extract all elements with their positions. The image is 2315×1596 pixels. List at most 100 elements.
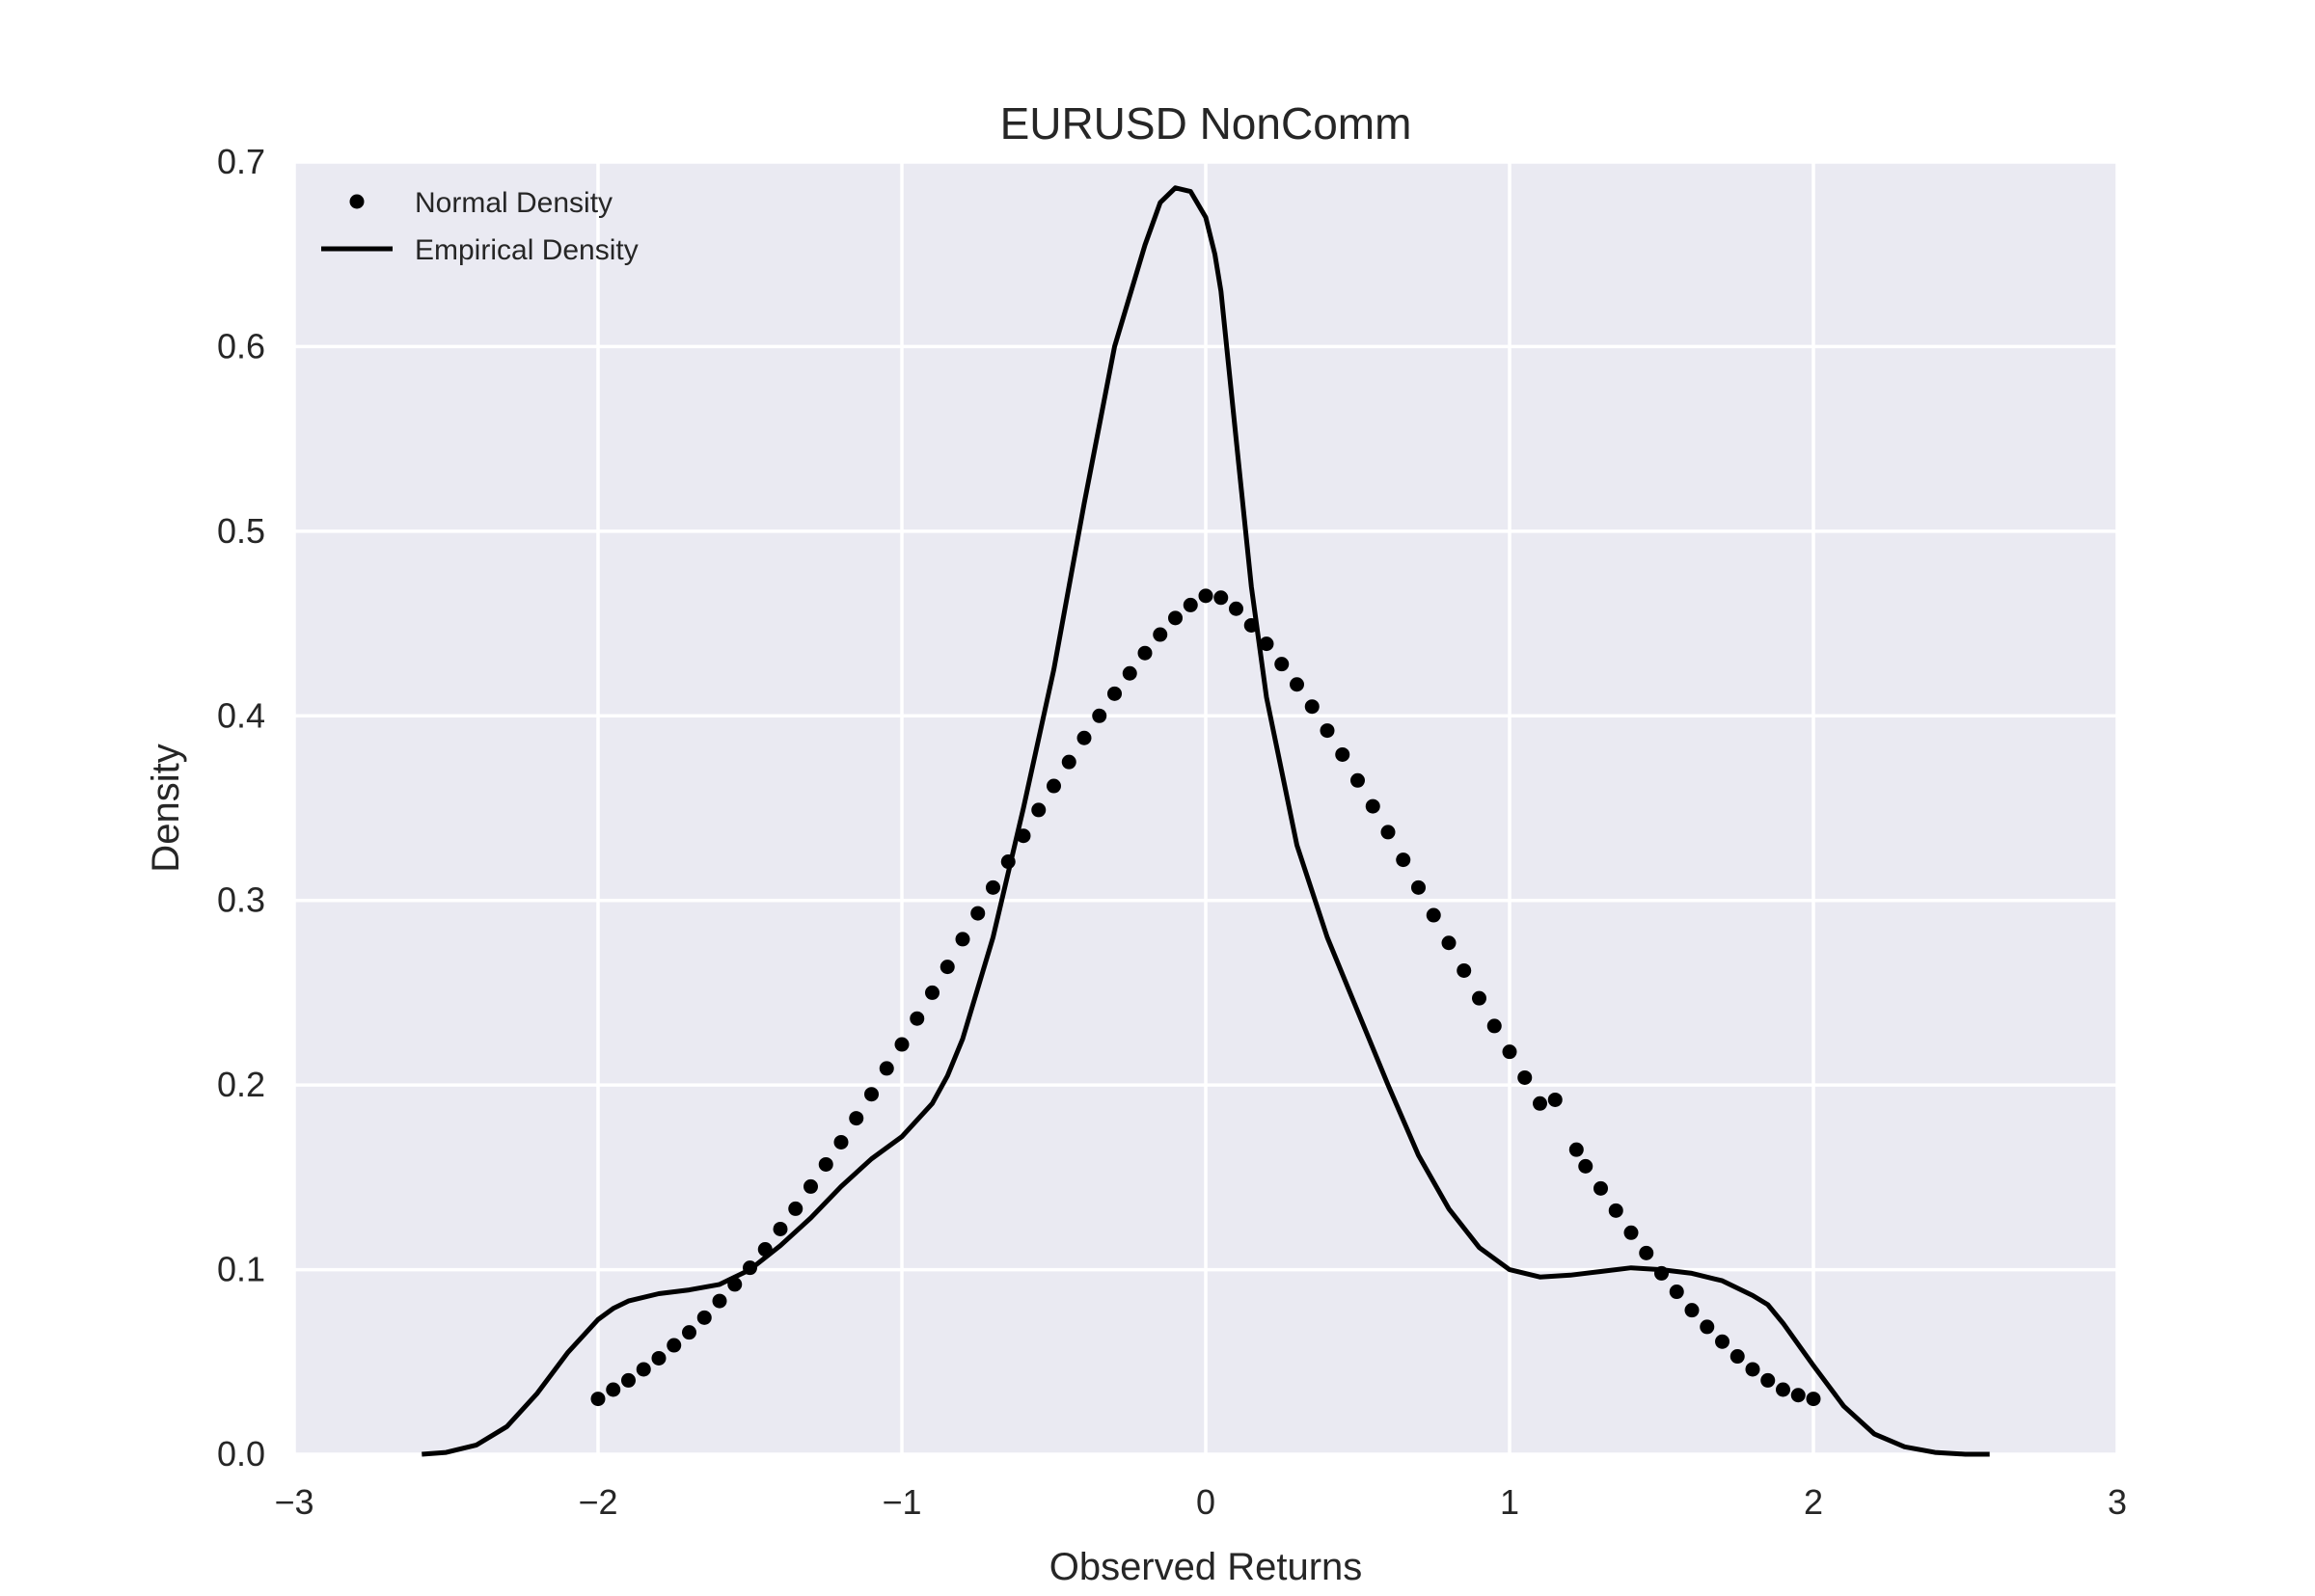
- normal-density-point: [1047, 778, 1061, 794]
- legend: Normal Density Empirical Density: [321, 187, 639, 266]
- normal-density-point: [696, 1310, 712, 1325]
- y-tick-label: 0.7: [217, 142, 265, 181]
- normal-density-point: [682, 1325, 696, 1340]
- normal-density-point: [1684, 1303, 1700, 1318]
- y-tick-label: 0.0: [217, 1434, 265, 1474]
- normal-density-point: [1137, 645, 1153, 661]
- normal-density-point: [1183, 597, 1198, 612]
- legend-label-normal-density: Normal Density: [415, 187, 613, 219]
- series-line-empirical-density: [422, 185, 1990, 1457]
- normal-density-point: [636, 1362, 651, 1377]
- normal-density-point: [1760, 1372, 1776, 1388]
- normal-density-point: [667, 1338, 682, 1353]
- normal-density-point: [894, 1037, 910, 1052]
- x-axis-label: Observed Returns: [1049, 1546, 1363, 1588]
- normal-density-point: [1578, 1158, 1593, 1174]
- x-tick-label: 0: [1196, 1482, 1215, 1522]
- normal-density-point: [1092, 708, 1107, 723]
- normal-density-point: [1457, 962, 1472, 978]
- y-tick-label: 0.4: [217, 695, 265, 735]
- normal-density-point: [1168, 610, 1183, 626]
- chart-title: EURUSD NonComm: [1000, 98, 1412, 149]
- normal-density-point: [1213, 590, 1229, 606]
- normal-density-point: [590, 1392, 606, 1407]
- normal-density-point: [1107, 686, 1122, 701]
- normal-density-point: [1243, 617, 1259, 633]
- normal-density-point: [1654, 1265, 1669, 1281]
- normal-density-point: [1396, 852, 1411, 868]
- normal-density-point: [773, 1221, 788, 1236]
- normal-density-point: [1304, 699, 1320, 715]
- normal-density-point: [651, 1350, 667, 1366]
- normal-density-point: [1365, 798, 1380, 814]
- normal-density-point: [606, 1382, 621, 1397]
- normal-density-point: [1411, 879, 1426, 895]
- tick-labels: −3 −2 −1 0 1 2 3 0.0 0.1 0.2 0.3 0.4 0.5 0.6 0.7: [217, 142, 2127, 1522]
- y-tick-label: 0.2: [217, 1065, 265, 1104]
- normal-density-point: [970, 906, 986, 921]
- normal-density-point: [1031, 802, 1047, 818]
- normal-density-point: [1350, 772, 1365, 788]
- normal-density-point: [1274, 657, 1290, 672]
- normal-density-point: [1715, 1334, 1729, 1349]
- normal-density-point: [1122, 665, 1137, 681]
- normal-density-point: [1229, 601, 1243, 616]
- y-tick-label: 0.6: [217, 326, 265, 365]
- normal-density-point: [1745, 1362, 1760, 1377]
- normal-density-point: [1335, 746, 1350, 762]
- normal-density-point: [1608, 1203, 1623, 1218]
- x-tick-label: 3: [2108, 1482, 2127, 1522]
- normal-density-point: [757, 1242, 773, 1258]
- y-tick-label: 0.3: [217, 880, 265, 920]
- normal-density-point: [1486, 1018, 1502, 1034]
- normal-density-point: [1593, 1180, 1608, 1196]
- normal-density-point: [986, 879, 1000, 895]
- normal-density-point: [879, 1061, 894, 1076]
- normal-density-point: [1198, 588, 1213, 604]
- normal-density-point: [1568, 1142, 1584, 1157]
- legend-label-empirical-density: Empirical Density: [415, 234, 639, 266]
- normal-density-point: [925, 985, 940, 1000]
- normal-density-point: [849, 1111, 864, 1126]
- normal-density-point: [1441, 935, 1457, 951]
- normal-density-point: [788, 1201, 803, 1216]
- normal-density-point: [1290, 677, 1304, 692]
- normal-density-point: [1669, 1285, 1684, 1300]
- y-tick-label: 0.5: [217, 511, 265, 551]
- normal-density-point: [1517, 1069, 1533, 1085]
- x-tick-label: 2: [1804, 1482, 1823, 1522]
- x-tick-label: −2: [578, 1482, 617, 1522]
- y-axis-label: Density: [145, 744, 187, 872]
- normal-density-point: [955, 932, 970, 947]
- normal-density-point: [1259, 636, 1274, 652]
- y-tick-label: 0.1: [217, 1250, 265, 1289]
- x-tick-label: −3: [274, 1482, 313, 1522]
- series-layer: [422, 185, 1990, 1457]
- normal-density-point: [833, 1134, 849, 1150]
- normal-density-point: [1639, 1245, 1654, 1260]
- normal-density-point: [1472, 990, 1486, 1006]
- normal-density-point: [1320, 723, 1335, 739]
- normal-density-point: [1016, 828, 1031, 844]
- normal-density-point: [727, 1277, 743, 1292]
- normal-density-point: [1729, 1349, 1745, 1365]
- legend-marker-normal-density: [349, 194, 365, 209]
- normal-density-point: [864, 1087, 879, 1102]
- normal-density-point: [1502, 1044, 1517, 1060]
- normal-density-point: [1076, 730, 1092, 745]
- normal-density-point: [1153, 627, 1168, 642]
- normal-density-point: [803, 1178, 818, 1194]
- normal-density-point: [743, 1260, 757, 1276]
- normal-density-point: [818, 1156, 833, 1172]
- normal-density-point: [1061, 754, 1076, 770]
- normal-density-point: [1533, 1096, 1547, 1111]
- normal-density-point: [1426, 907, 1441, 923]
- normal-density-point: [1547, 1092, 1563, 1107]
- normal-density-point: [1790, 1388, 1806, 1403]
- x-tick-label: 1: [1500, 1482, 1519, 1522]
- normal-density-point: [940, 960, 955, 975]
- normal-density-point: [1623, 1225, 1639, 1240]
- normal-density-point: [621, 1372, 636, 1388]
